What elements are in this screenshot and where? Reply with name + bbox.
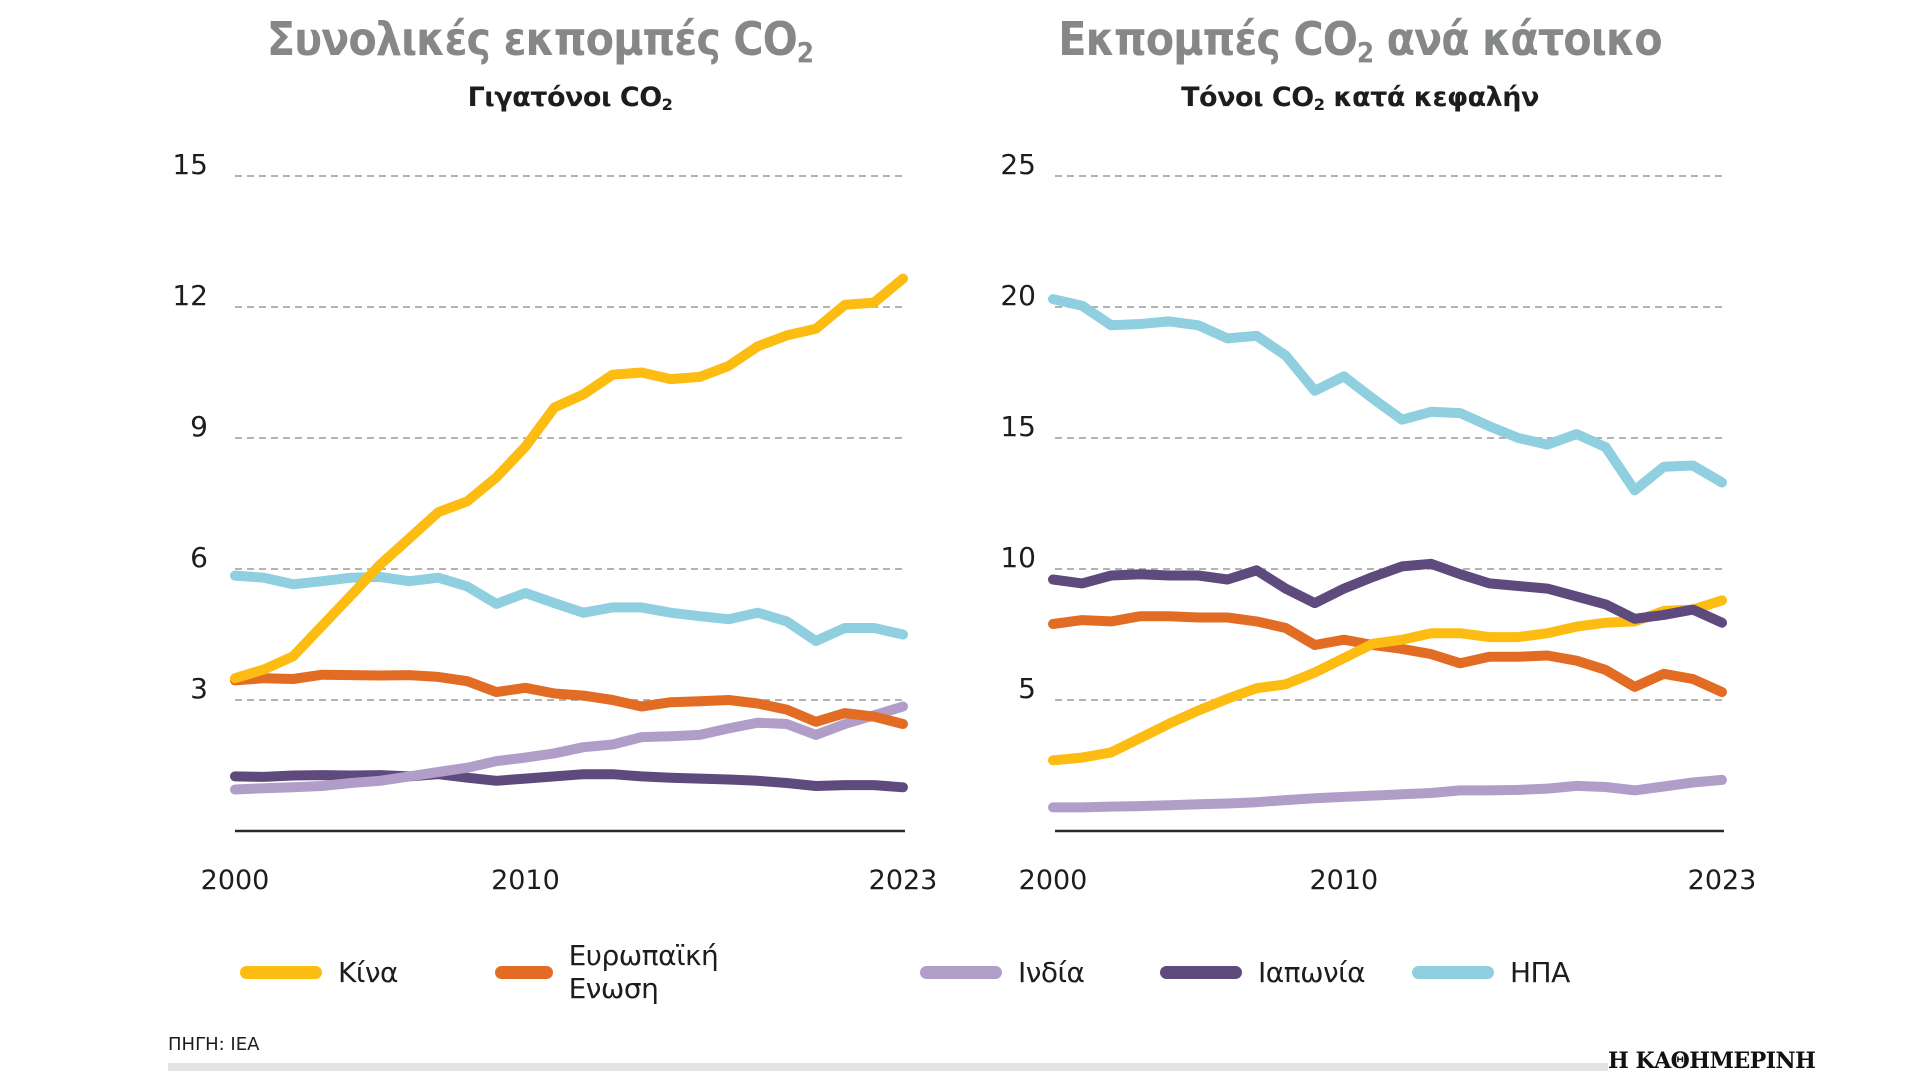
right-title-tail: ανά κάτοικο [1373, 12, 1663, 66]
left-title-text: Συνολικές εκπομπές CO [266, 12, 798, 66]
publisher-logo: Η ΚΑΘΗΜΕΡΙΝΗ [1608, 1048, 1816, 1074]
left-subtitle-text: Γιγατόνοι CO [467, 82, 663, 113]
legend-swatch-india [920, 965, 1002, 979]
y-tick-label: 15 [1000, 410, 1036, 443]
y-tick-label: 10 [1000, 541, 1036, 574]
legend-item-japan: Ιαπωνία [1160, 952, 1366, 992]
left-chart-title: Συνολικές εκπομπές CO2 [240, 12, 840, 69]
series-line-usa [230, 570, 908, 646]
y-tick-label: 6 [190, 541, 208, 574]
series-line-china [1048, 595, 1727, 766]
series-line-japan [1048, 558, 1727, 628]
legend-label-eu: Ευρωπαϊκή Ενωση [568, 939, 719, 1005]
series-line-eu [230, 669, 908, 729]
y-tick-label: 12 [172, 279, 208, 312]
y-tick-label: 20 [1000, 279, 1036, 312]
y-tick-label: 9 [190, 410, 208, 443]
series-line-eu [1048, 611, 1727, 698]
legend-swatch-eu [495, 965, 553, 979]
total-emissions-chart: 3 6 9 12 15 2000 2010 2023 [172, 148, 937, 896]
series-line-india [1048, 774, 1727, 813]
legend-item-eu: Ευρωπαϊκή Ενωση [495, 939, 743, 1005]
right-chart-subtitle: Τόνοι CO2 κατά κεφαλήν [1060, 82, 1660, 114]
left-title-subscript: 2 [796, 35, 814, 69]
series-line-japan [230, 769, 908, 793]
legend-label-usa: ΗΠΑ [1510, 955, 1570, 989]
legend-label-india: Ινδία [1018, 955, 1085, 989]
legend-swatch-usa [1412, 965, 1494, 979]
legend-swatch-japan [1160, 965, 1242, 979]
y-tick-label: 15 [172, 148, 208, 181]
legend-swatch-china [240, 965, 322, 979]
source-note: ΠΗΓΗ: IEA [168, 1034, 260, 1055]
footer-bar [168, 1063, 1608, 1071]
y-tick-label: 5 [1018, 672, 1036, 705]
y-tick-label: 25 [1000, 148, 1036, 181]
right-title-subscript: 2 [1356, 35, 1374, 69]
legend-label-china: Κίνα [338, 955, 398, 989]
right-title-text: Εκπομπές CO [1058, 12, 1358, 66]
x-tick-label: 2023 [869, 865, 938, 896]
x-tick-label: 2010 [491, 865, 560, 896]
right-subtitle-subscript: 2 [1313, 95, 1325, 115]
x-tick-label: 2000 [1019, 865, 1088, 896]
series-line-china [230, 273, 908, 684]
right-subtitle-text: Τόνοι CO [1181, 82, 1314, 113]
y-tick-label: 3 [190, 672, 208, 705]
per-capita-emissions-chart: 5 10 15 20 25 2000 2010 2023 [1000, 148, 1756, 896]
left-subtitle-subscript: 2 [661, 95, 673, 115]
right-chart-title: Εκπομπές CO2 ανά κάτοικο [1020, 12, 1700, 69]
x-tick-label: 2000 [201, 865, 270, 896]
legend-item-china: Κίνα [240, 952, 398, 992]
series-line-usa [1048, 294, 1727, 496]
legend-item-india: Ινδία [920, 952, 1085, 992]
series-line-india [230, 701, 908, 795]
x-tick-label: 2023 [1688, 865, 1757, 896]
right-subtitle-tail: κατά κεφαλήν [1324, 82, 1539, 113]
left-chart-subtitle: Γιγατόνοι CO2 [340, 82, 800, 114]
legend-label-japan: Ιαπωνία [1258, 955, 1366, 989]
x-tick-label: 2010 [1310, 865, 1379, 896]
legend-item-usa: ΗΠΑ [1412, 952, 1570, 992]
